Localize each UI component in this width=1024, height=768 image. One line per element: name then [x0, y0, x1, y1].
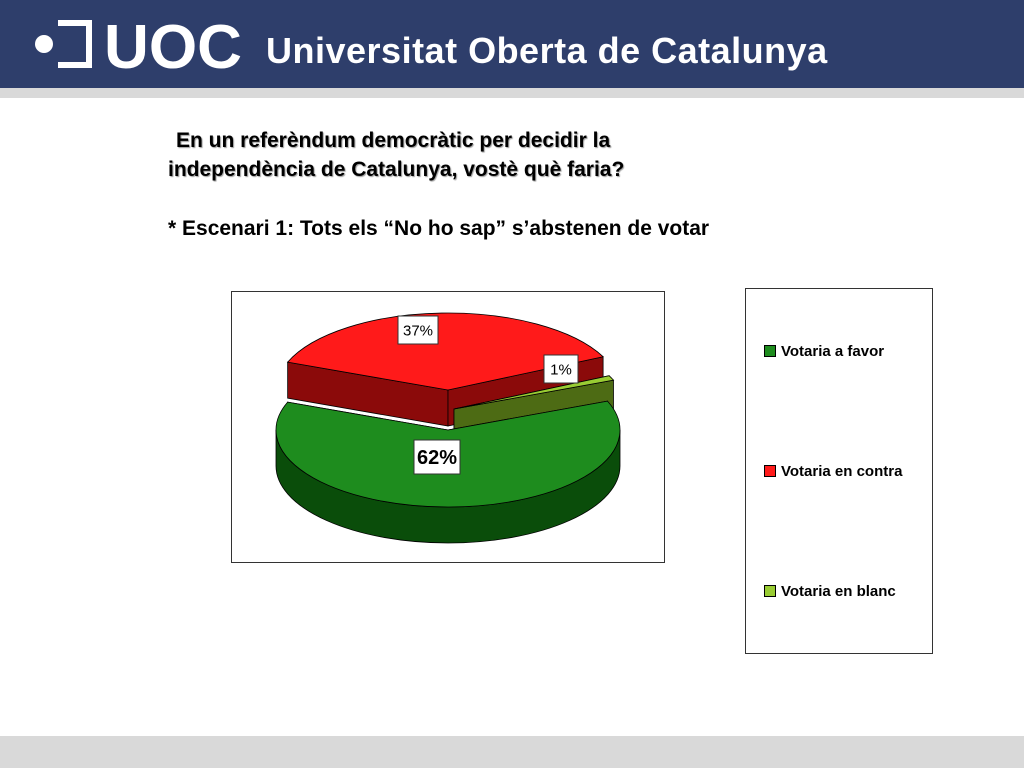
legend-swatch — [764, 465, 776, 477]
data-label-text: 37% — [403, 322, 433, 339]
legend-label: Votaria en contra — [781, 462, 903, 480]
legend-item: Votaria en blanc — [764, 582, 896, 600]
logo-text: UOC — [104, 13, 242, 76]
pie-slice-top — [453, 375, 615, 410]
logo-dot — [35, 35, 53, 53]
legend-item: Votaria a favor — [764, 342, 885, 360]
legend-label: Votaria en blanc — [781, 582, 896, 600]
pie-chart: 62% 37% 1% — [275, 312, 621, 544]
header-stripe — [0, 88, 1024, 98]
data-label: 62% — [413, 439, 461, 475]
institution-name: Universitat Oberta de Catalunya — [266, 30, 828, 71]
data-label: 1% — [543, 354, 579, 384]
data-label-text: 62% — [417, 447, 457, 469]
logo-bracket — [58, 20, 92, 68]
uoc-logo: UOC — [35, 13, 242, 76]
legend-item: Votaria en contra — [764, 462, 903, 480]
data-label-box — [397, 315, 439, 345]
survey-question: En un referèndum democràtic per decidir … — [168, 126, 768, 184]
data-label-box — [413, 439, 461, 475]
data-label: 37% — [397, 315, 439, 345]
pie-chart-plot-area: 62% 37% 1% — [231, 291, 665, 563]
data-label-box — [543, 354, 579, 384]
scenario-text: * Escenari 1: Tots els “No ho sap” s’abs… — [168, 217, 710, 240]
chart-legend: Votaria a favor Votaria en contra Votari… — [745, 288, 933, 654]
legend-swatch — [764, 345, 776, 357]
data-label-text: 1% — [550, 361, 572, 378]
header-bar: UOC Universitat Oberta de Catalunya — [0, 0, 1024, 88]
pie-slice — [275, 400, 621, 544]
legend-label: Votaria a favor — [781, 342, 885, 360]
legend-swatch — [764, 585, 776, 597]
question-line-1: En un referèndum democràtic per decidir … — [176, 129, 611, 152]
pie-slice-top — [286, 312, 604, 391]
footer-bar — [0, 736, 1024, 768]
question-line-2: independència de Catalunya, vostè què fa… — [168, 158, 625, 181]
